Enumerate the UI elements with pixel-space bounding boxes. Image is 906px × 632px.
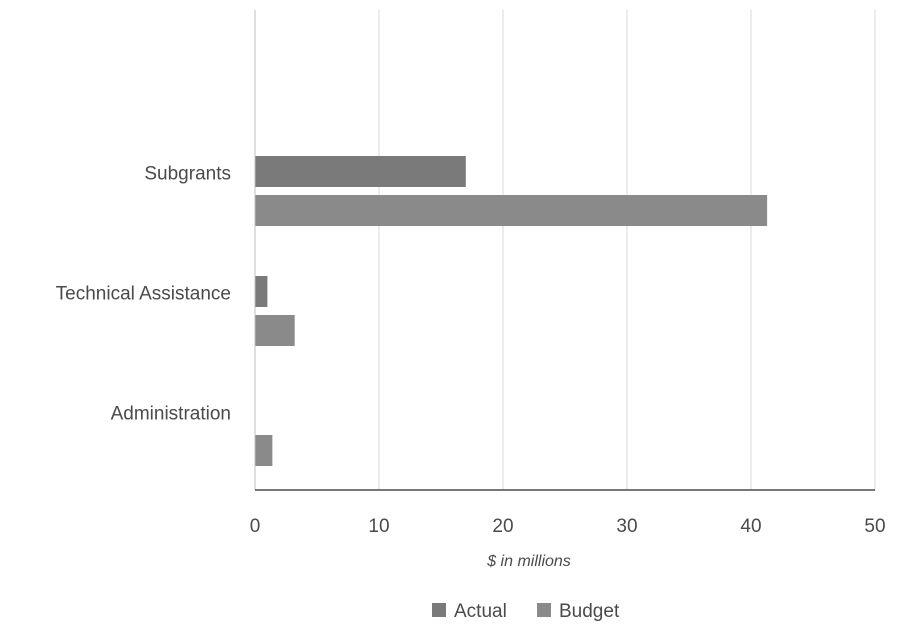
x-tick-label: 0 [250, 516, 261, 537]
axes [254, 10, 875, 491]
legend: Actual Budget [432, 601, 620, 622]
category-label: Administration [111, 404, 231, 425]
legend-swatch [537, 603, 551, 617]
x-axis-title: $ in millions [486, 553, 571, 570]
x-tick-label: 20 [492, 516, 513, 537]
category-label: Technical Assistance [56, 284, 231, 305]
x-tick-label: 40 [740, 516, 761, 537]
x-tick-label: 10 [368, 516, 389, 537]
category-label: Subgrants [144, 164, 231, 185]
bar-budget-technical-assistance [255, 315, 295, 346]
gridlines [378, 10, 876, 490]
bar-actual-technical-assistance [255, 276, 268, 307]
legend-swatch [432, 603, 446, 617]
legend-label: Budget [559, 601, 620, 622]
bar-actual-subgrants [255, 156, 466, 187]
category-labels: Subgrants Technical Assistance Administrat… [56, 164, 231, 425]
x-tick-label: 30 [616, 516, 637, 537]
bars [255, 156, 768, 466]
bar-budget-administration [255, 435, 273, 466]
x-tick-labels: 0 10 20 30 40 50 [250, 516, 886, 537]
bar-budget-subgrants [255, 195, 768, 226]
x-tick-label: 50 [864, 516, 885, 537]
legend-label: Actual [454, 601, 507, 622]
